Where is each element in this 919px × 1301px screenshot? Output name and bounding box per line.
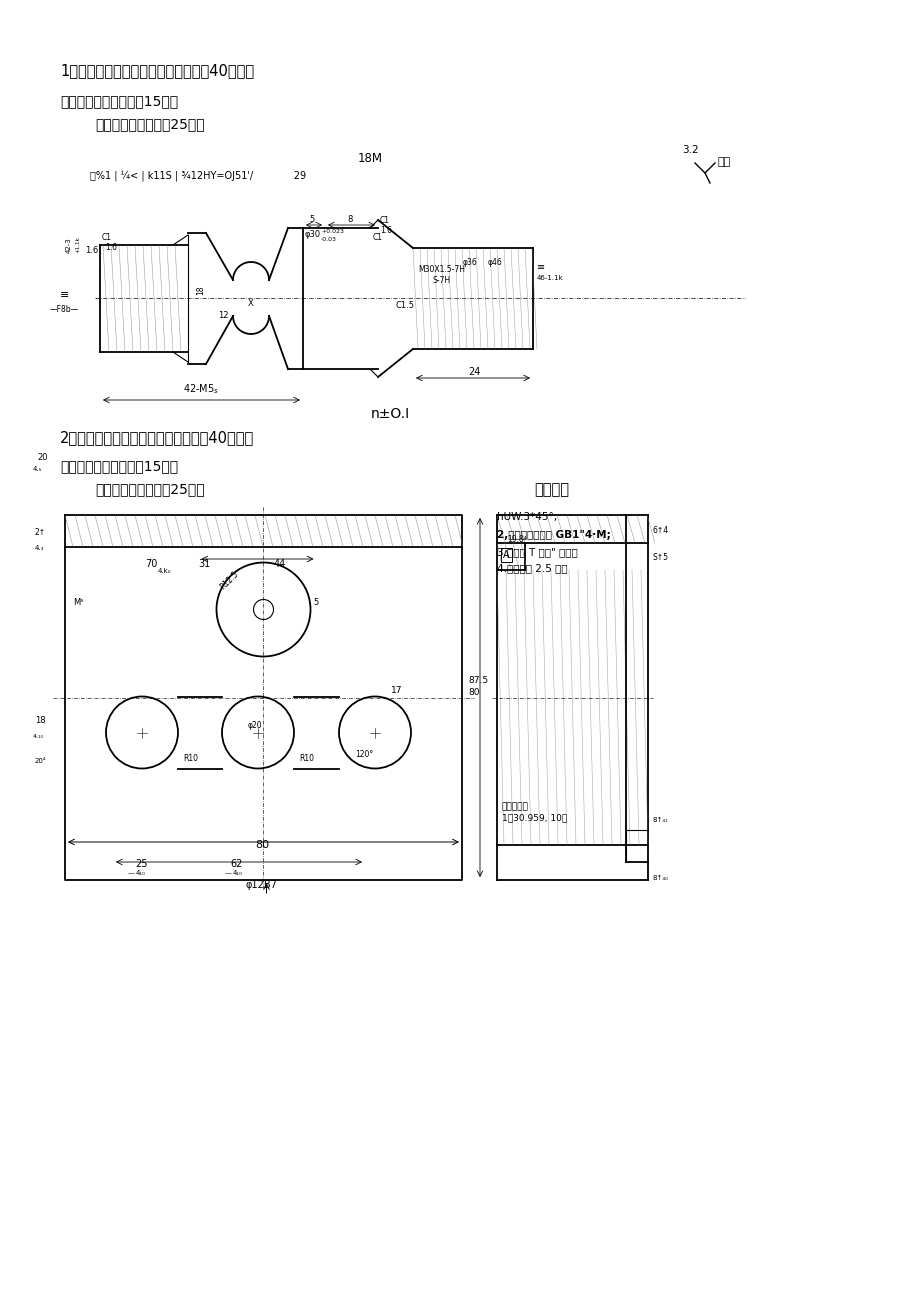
- Text: 2、完成下图数控钓削加工工艺编制（40分）。: 2、完成下图数控钓削加工工艺编制（40分）。: [60, 431, 254, 445]
- Text: 4₁₀: 4₁₀: [233, 870, 243, 876]
- Text: M⁵: M⁵: [73, 597, 84, 606]
- Text: 20: 20: [37, 453, 48, 462]
- Text: C1: C1: [380, 216, 390, 225]
- Text: 44: 44: [273, 559, 286, 569]
- Text: 18: 18: [196, 285, 205, 295]
- Text: —F8b—: —F8b—: [50, 304, 79, 314]
- Text: +0.023: +0.023: [321, 229, 344, 234]
- Text: 8↑₄₀: 8↑₄₀: [652, 876, 668, 881]
- Text: 80: 80: [468, 687, 479, 696]
- Text: R10: R10: [299, 753, 313, 762]
- Text: 87.5: 87.5: [468, 675, 488, 684]
- Text: 12: 12: [218, 311, 228, 320]
- Text: —: —: [128, 870, 135, 876]
- Text: 8: 8: [346, 215, 352, 224]
- Text: R10: R10: [183, 753, 198, 762]
- Text: S-7H: S-7H: [433, 276, 450, 285]
- Text: ≡: ≡: [60, 290, 69, 301]
- Text: φ30: φ30: [305, 230, 321, 239]
- Text: R12.5: R12.5: [219, 570, 240, 592]
- Text: 5: 5: [313, 597, 318, 606]
- Text: 1.6: 1.6: [105, 243, 117, 252]
- Text: X: X: [248, 299, 254, 308]
- Text: —: —: [225, 870, 232, 876]
- Text: 80: 80: [255, 840, 269, 850]
- Text: 42-M5$_s$: 42-M5$_s$: [183, 382, 220, 396]
- Text: 31: 31: [199, 559, 210, 569]
- Text: 1.6: 1.6: [85, 246, 98, 255]
- Text: 18: 18: [35, 716, 46, 725]
- Text: 3.2: 3.2: [681, 144, 698, 155]
- Text: M30X1.5-7H: M30X1.5-7H: [417, 265, 464, 275]
- Text: φ46: φ46: [487, 258, 502, 267]
- Text: 4.工激定量 2.5 小山: 4.工激定量 2.5 小山: [496, 563, 567, 572]
- Text: 4₁₀: 4₁₀: [136, 870, 146, 876]
- Text: 46-1.1k: 46-1.1k: [537, 275, 563, 281]
- Text: C1: C1: [372, 233, 382, 242]
- Text: 基点坐标：
1（30.959, 10）: 基点坐标： 1（30.959, 10）: [502, 803, 567, 822]
- Text: 2↑: 2↑: [35, 528, 46, 537]
- Text: 20⁴: 20⁴: [35, 757, 47, 764]
- Text: φ20: φ20: [248, 721, 262, 730]
- Text: 18M: 18M: [357, 152, 382, 165]
- Text: hUW.3*45°;: hUW.3*45°;: [496, 513, 557, 522]
- Text: 4.₃: 4.₃: [35, 545, 44, 552]
- Text: S↑5: S↑5: [652, 553, 668, 562]
- Text: n±O.I: n±O.I: [370, 407, 409, 422]
- Text: 编制加工工序卡片（25分）: 编制加工工序卡片（25分）: [95, 117, 204, 131]
- Text: 其余: 其余: [717, 157, 731, 167]
- Text: 5: 5: [309, 215, 314, 224]
- Text: 2,米挂金叁尺寸集 GB1"4·M;: 2,米挂金叁尺寸集 GB1"4·M;: [496, 530, 610, 540]
- Text: 42-3: 42-3: [66, 237, 72, 252]
- Text: 120°: 120°: [355, 749, 373, 758]
- Text: 24: 24: [468, 367, 480, 377]
- Text: 62: 62: [230, 859, 242, 869]
- Text: ≡: ≡: [537, 262, 545, 272]
- Text: φ36: φ36: [462, 258, 477, 267]
- Text: A: A: [503, 550, 509, 559]
- Text: 要求：编制刀具卡片（15分）: 要求：编制刀具卡片（15分）: [60, 94, 178, 108]
- Text: 17: 17: [391, 686, 403, 695]
- Text: 4.₅: 4.₅: [33, 466, 42, 472]
- Text: φ12B7: φ12B7: [245, 879, 277, 890]
- Text: 编制加工工序卡片（25分）: 编制加工工序卡片（25分）: [95, 481, 204, 496]
- Text: 1.6: 1.6: [380, 226, 391, 235]
- Text: 技术要求: 技术要求: [534, 481, 569, 497]
- Text: 4.₁₀: 4.₁₀: [33, 734, 44, 739]
- Text: 3.不机叨 T 使力" 於工说: 3.不机叨 T 使力" 於工说: [496, 546, 577, 557]
- Text: -0.03: -0.03: [321, 237, 336, 242]
- Text: C1.5: C1.5: [395, 301, 414, 310]
- Text: +1.1k: +1.1k: [75, 237, 80, 252]
- Text: 6↑4: 6↑4: [652, 526, 668, 535]
- Text: 70: 70: [145, 559, 157, 569]
- Text: 25: 25: [135, 859, 147, 869]
- Text: 1、完成下图数控车削加工工艺编制（40分）。: 1、完成下图数控车削加工工艺编制（40分）。: [60, 62, 254, 78]
- Text: C1: C1: [102, 233, 112, 242]
- Text: 19.8⁴: 19.8⁴: [506, 535, 527, 544]
- Text: 豹%1 | ¼< | k11S | ¾12HY=OJ51'/             29: 豹%1 | ¼< | k11S | ¾12HY=OJ51'/ 29: [90, 170, 306, 181]
- Text: 要求：编制刀具卡片（15分）: 要求：编制刀具卡片（15分）: [60, 459, 178, 474]
- Text: 4.k₀: 4.k₀: [158, 569, 171, 574]
- Text: 8↑₄₁: 8↑₄₁: [652, 817, 668, 824]
